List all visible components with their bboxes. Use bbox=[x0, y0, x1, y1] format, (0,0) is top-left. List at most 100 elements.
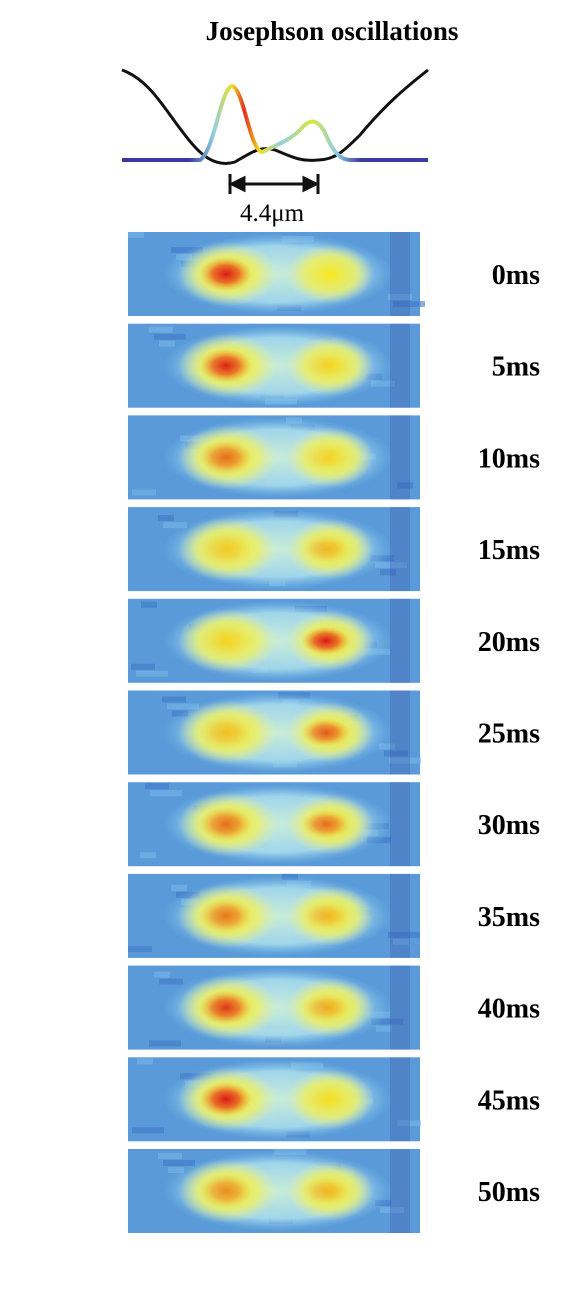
frame: 25ms bbox=[128, 690, 540, 775]
frame: 15ms bbox=[128, 507, 540, 592]
noise bbox=[154, 333, 186, 340]
noise bbox=[162, 696, 186, 703]
edge-shade bbox=[390, 507, 410, 592]
noise bbox=[167, 703, 199, 710]
edge-shade bbox=[390, 1057, 410, 1142]
noise bbox=[393, 938, 409, 945]
left-core bbox=[200, 990, 252, 1025]
noise bbox=[140, 852, 156, 859]
frame: 30ms bbox=[128, 782, 540, 867]
frame-label: 10ms bbox=[478, 443, 540, 474]
left-core bbox=[200, 532, 252, 567]
noise bbox=[149, 326, 173, 333]
noise bbox=[380, 1207, 404, 1213]
frame: 40ms bbox=[128, 965, 540, 1050]
title: Josephson oscillations bbox=[206, 16, 459, 46]
frame-label: 45ms bbox=[478, 1085, 540, 1116]
density-curve bbox=[122, 83, 428, 162]
frame-label: 15ms bbox=[478, 535, 540, 566]
left-core bbox=[200, 1174, 252, 1208]
frame-label: 35ms bbox=[478, 902, 540, 933]
scale-arrow bbox=[228, 174, 320, 194]
right-core bbox=[302, 718, 350, 747]
noise bbox=[137, 1058, 153, 1065]
edge-shade bbox=[390, 232, 410, 316]
noise bbox=[158, 515, 174, 522]
scale-label: 4.4μm bbox=[240, 200, 305, 227]
noise bbox=[158, 1153, 182, 1159]
noise bbox=[141, 601, 157, 608]
left-core bbox=[200, 898, 252, 933]
right-core bbox=[302, 993, 350, 1022]
noise bbox=[397, 1120, 421, 1127]
right-core bbox=[302, 1177, 350, 1205]
right-core bbox=[302, 535, 350, 564]
noise bbox=[388, 294, 412, 300]
noise bbox=[128, 945, 152, 952]
noise bbox=[159, 978, 183, 985]
right-core bbox=[302, 810, 350, 839]
noise bbox=[375, 562, 407, 569]
edge-shade bbox=[390, 690, 410, 775]
frame-label: 25ms bbox=[478, 719, 540, 750]
edge-shade bbox=[390, 1149, 410, 1233]
frame-label: 50ms bbox=[478, 1177, 540, 1208]
noise bbox=[136, 670, 168, 677]
left-core bbox=[200, 257, 252, 291]
noise bbox=[131, 663, 155, 670]
right-core bbox=[302, 901, 350, 930]
noise bbox=[159, 340, 175, 347]
noise bbox=[376, 1025, 392, 1032]
noise bbox=[149, 1040, 181, 1047]
edge-shade bbox=[390, 965, 410, 1050]
noise bbox=[171, 884, 187, 891]
left-core bbox=[200, 807, 252, 842]
frame-label: 20ms bbox=[478, 627, 540, 658]
noise bbox=[154, 971, 170, 978]
frame-label: 0ms bbox=[492, 260, 540, 291]
right-core bbox=[302, 351, 350, 380]
frame: 45ms bbox=[128, 1057, 540, 1142]
left-core bbox=[200, 440, 252, 475]
frames: 0ms 5ms 10ms 15ms 20ms 25ms 30ms 35ms 40ms 45ms 50… bbox=[128, 232, 540, 1233]
right-core bbox=[302, 443, 350, 472]
edge-shade bbox=[390, 873, 410, 958]
noise bbox=[163, 1160, 195, 1166]
noise bbox=[145, 783, 169, 790]
frame: 5ms bbox=[128, 323, 540, 408]
right-cloud bbox=[286, 244, 374, 304]
noise bbox=[150, 790, 182, 797]
frame: 50ms bbox=[128, 1149, 540, 1233]
left-core bbox=[200, 348, 252, 383]
left-core bbox=[200, 1082, 252, 1117]
noise bbox=[163, 522, 187, 529]
noise bbox=[379, 743, 395, 750]
left-core bbox=[200, 623, 252, 658]
noise bbox=[128, 232, 144, 238]
frame: 35ms bbox=[128, 873, 540, 958]
noise bbox=[388, 931, 420, 938]
noise bbox=[132, 1127, 164, 1134]
noise bbox=[380, 569, 396, 576]
noise bbox=[389, 757, 421, 764]
noise bbox=[397, 482, 413, 489]
noise bbox=[371, 380, 395, 387]
noise bbox=[168, 1167, 184, 1173]
frame-label: 5ms bbox=[492, 352, 540, 383]
frame-label: 40ms bbox=[478, 994, 540, 1025]
right-core bbox=[302, 1085, 350, 1114]
noise bbox=[132, 489, 156, 496]
frame: 20ms bbox=[128, 598, 540, 683]
edge-shade bbox=[390, 598, 410, 683]
edge-shade bbox=[390, 415, 410, 500]
frame: 10ms bbox=[128, 415, 540, 500]
edge-shade bbox=[390, 323, 410, 408]
right-core bbox=[302, 626, 350, 655]
potential-curve bbox=[121, 68, 429, 165]
noise bbox=[393, 301, 425, 307]
edge-shade bbox=[390, 782, 410, 867]
noise bbox=[384, 750, 408, 757]
frame: 0ms bbox=[128, 232, 540, 316]
noise bbox=[371, 1018, 403, 1025]
